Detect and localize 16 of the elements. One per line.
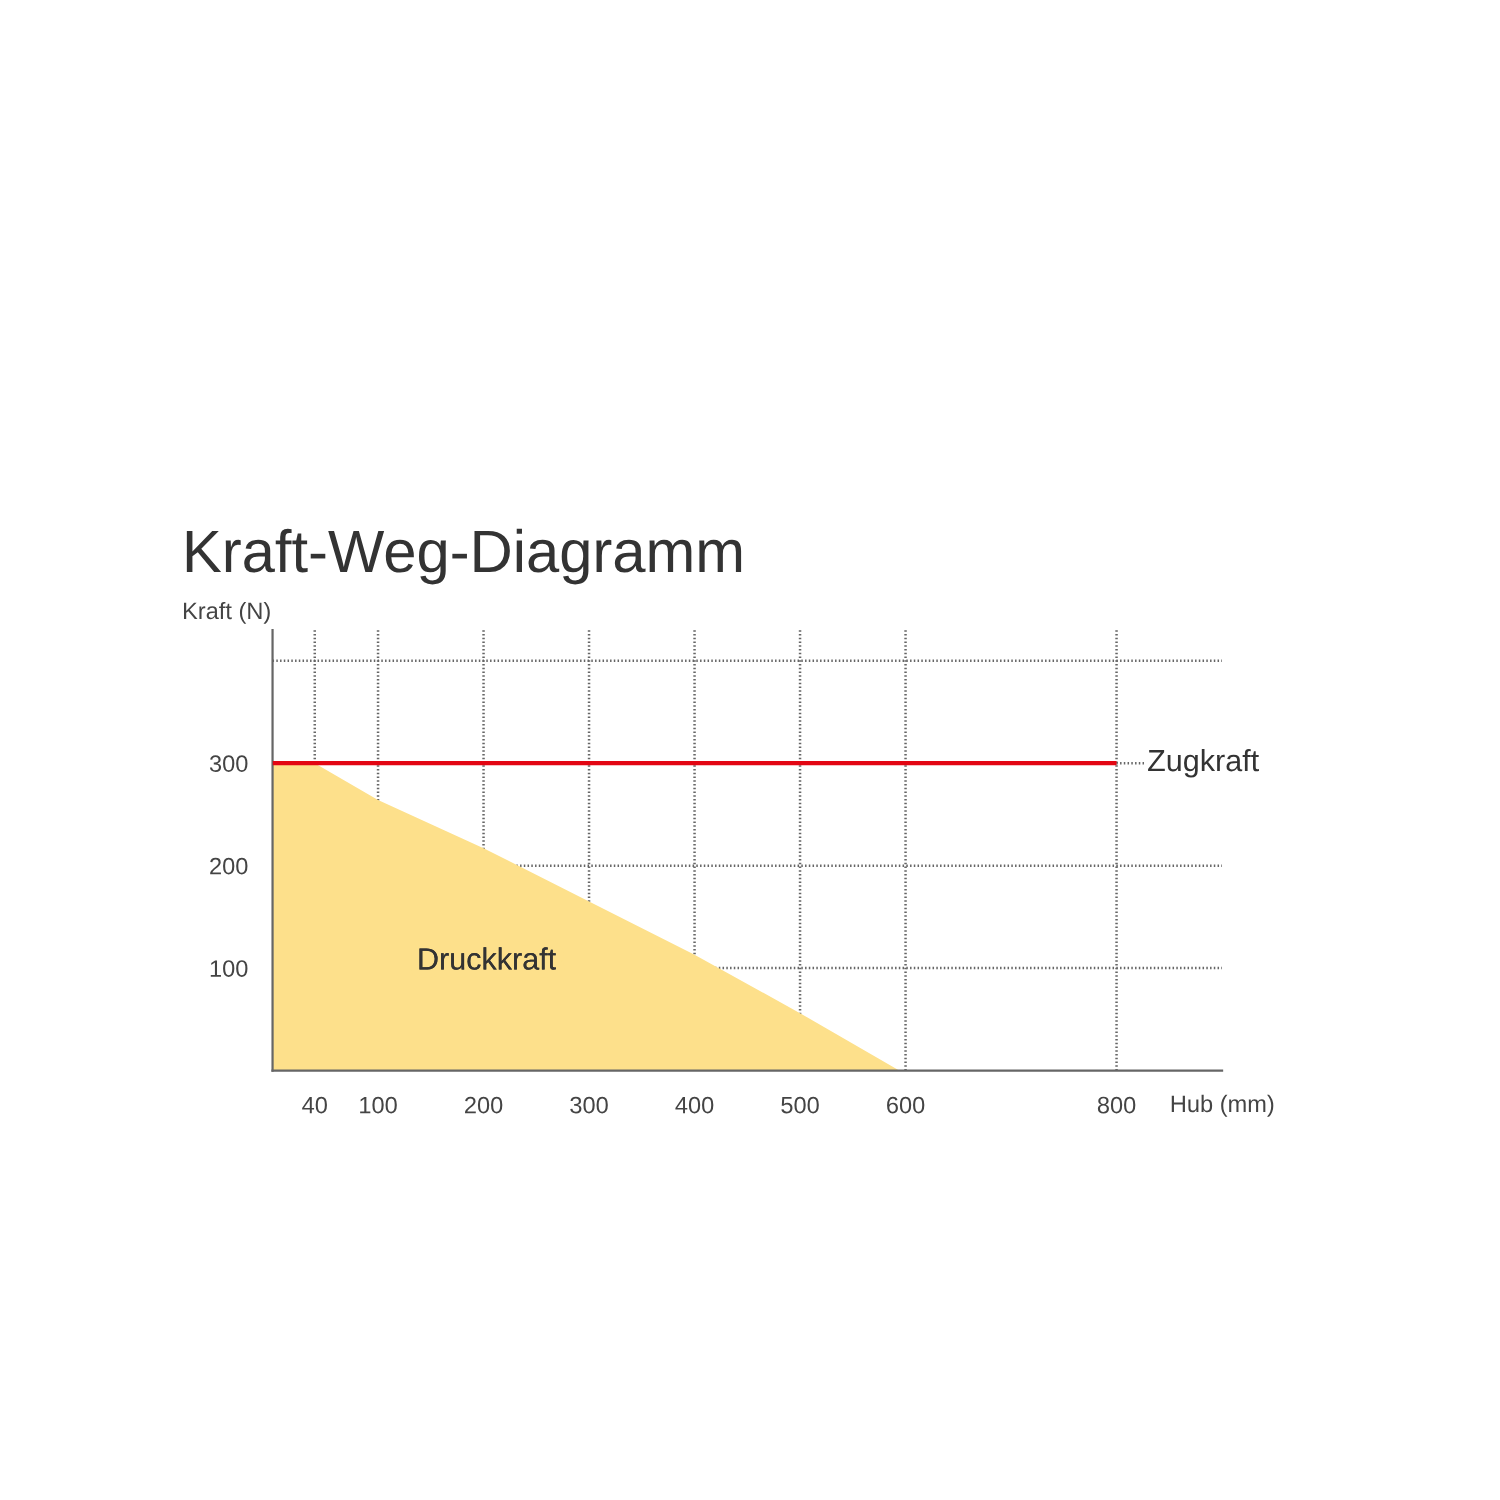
x-tick-label: 600 [887,1096,925,1114]
x-tick-label: 400 [675,1096,714,1114]
y-tick-label: 100 [210,960,248,977]
y-axis-title: Kraft (N) [184,601,270,624]
y-tick-label: 200 [210,857,248,875]
series-label: Zugkraft [1148,748,1259,778]
x-tick-label: 500 [781,1096,819,1114]
x-axis-title: Hub (mm) [1171,1094,1274,1117]
y-tick-label: 300 [209,755,248,772]
chart-title: Kraft-Weg-Diagramm [186,528,742,585]
x-tick-label: 100 [360,1096,397,1114]
x-tick-label: 800 [1097,1096,1136,1114]
x-tick-label: 40 [302,1096,327,1114]
series-label: Druckkraft [419,947,556,970]
x-tick-label: 300 [570,1096,608,1114]
x-tick-label: 200 [465,1096,503,1114]
